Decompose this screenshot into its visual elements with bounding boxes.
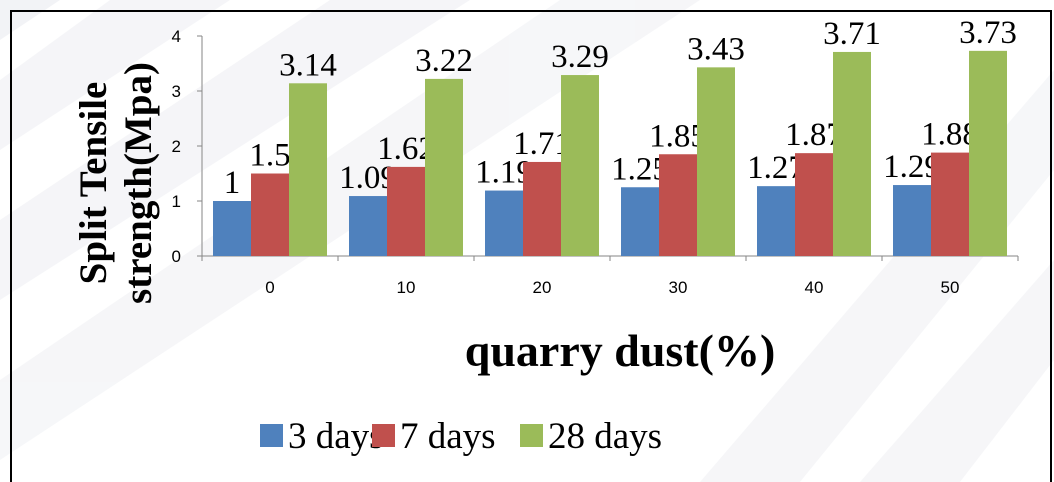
data-label: 3.43 bbox=[687, 31, 745, 67]
data-label: 3.22 bbox=[415, 43, 473, 79]
bar-7-days-10 bbox=[387, 166, 425, 256]
legend-label: 28 days bbox=[548, 416, 662, 457]
y-tick-label: 2 bbox=[172, 137, 181, 156]
data-label: 3.71 bbox=[823, 16, 881, 52]
bar-3-days-20 bbox=[485, 190, 523, 256]
series-1: 1.5 1.62 1.71 1.85 1.87 1.88 bbox=[249, 117, 979, 256]
bar-28-days-20 bbox=[561, 75, 599, 256]
bar-28-days-50 bbox=[969, 50, 1007, 256]
bar-3-days-50 bbox=[893, 185, 931, 256]
legend-label: 3 days bbox=[288, 416, 384, 457]
legend-swatch bbox=[260, 424, 283, 447]
y-axis-title-line-1: Split Tensile bbox=[72, 82, 115, 285]
x-tick-label: 0 bbox=[265, 278, 274, 297]
y-tick-label: 3 bbox=[172, 82, 181, 101]
y-axis-title-line-2: strength(Mpa) bbox=[117, 62, 160, 304]
x-tick-label: 20 bbox=[533, 278, 552, 297]
bar-7-days-0 bbox=[251, 173, 289, 256]
bar-3-days-10 bbox=[349, 196, 387, 256]
x-axis-title: quarry dust(%) bbox=[465, 325, 776, 376]
chart-border bbox=[10, 10, 1052, 482]
legend: 3 days 7 days 28 days bbox=[260, 416, 662, 457]
y-tick-label: 1 bbox=[172, 192, 181, 211]
bar-3-days-30 bbox=[621, 187, 659, 256]
bar-28-days-0 bbox=[289, 83, 327, 256]
legend-label: 7 days bbox=[400, 416, 496, 457]
y-tick-label: 0 bbox=[172, 247, 181, 266]
bar-3-days-0 bbox=[213, 201, 251, 256]
bar-28-days-10 bbox=[425, 78, 463, 257]
data-label: 3.14 bbox=[279, 47, 337, 83]
data-label: 3.73 bbox=[959, 15, 1017, 51]
legend-swatch bbox=[520, 424, 543, 447]
bar-7-days-30 bbox=[659, 154, 697, 256]
bar-28-days-40 bbox=[833, 51, 871, 257]
x-tick-label: 50 bbox=[941, 278, 960, 297]
data-label: 1.5 bbox=[249, 138, 290, 174]
bar-3-days-40 bbox=[757, 186, 795, 256]
bar-7-days-20 bbox=[523, 161, 561, 256]
x-tick-label: 30 bbox=[669, 278, 688, 297]
data-label: 1 bbox=[224, 165, 241, 201]
series-2: 3.14 3.22 3.29 3.43 3.71 3.73 bbox=[279, 15, 1017, 257]
x-tick-label: 10 bbox=[397, 278, 416, 297]
x-tick-label: 40 bbox=[805, 278, 824, 297]
bar-28-days-30 bbox=[697, 67, 735, 256]
bar-7-days-40 bbox=[795, 153, 833, 256]
bar-7-days-50 bbox=[931, 152, 969, 256]
y-tick-label: 4 bbox=[172, 27, 181, 46]
data-label: 3.29 bbox=[551, 39, 609, 75]
legend-swatch bbox=[372, 424, 395, 447]
